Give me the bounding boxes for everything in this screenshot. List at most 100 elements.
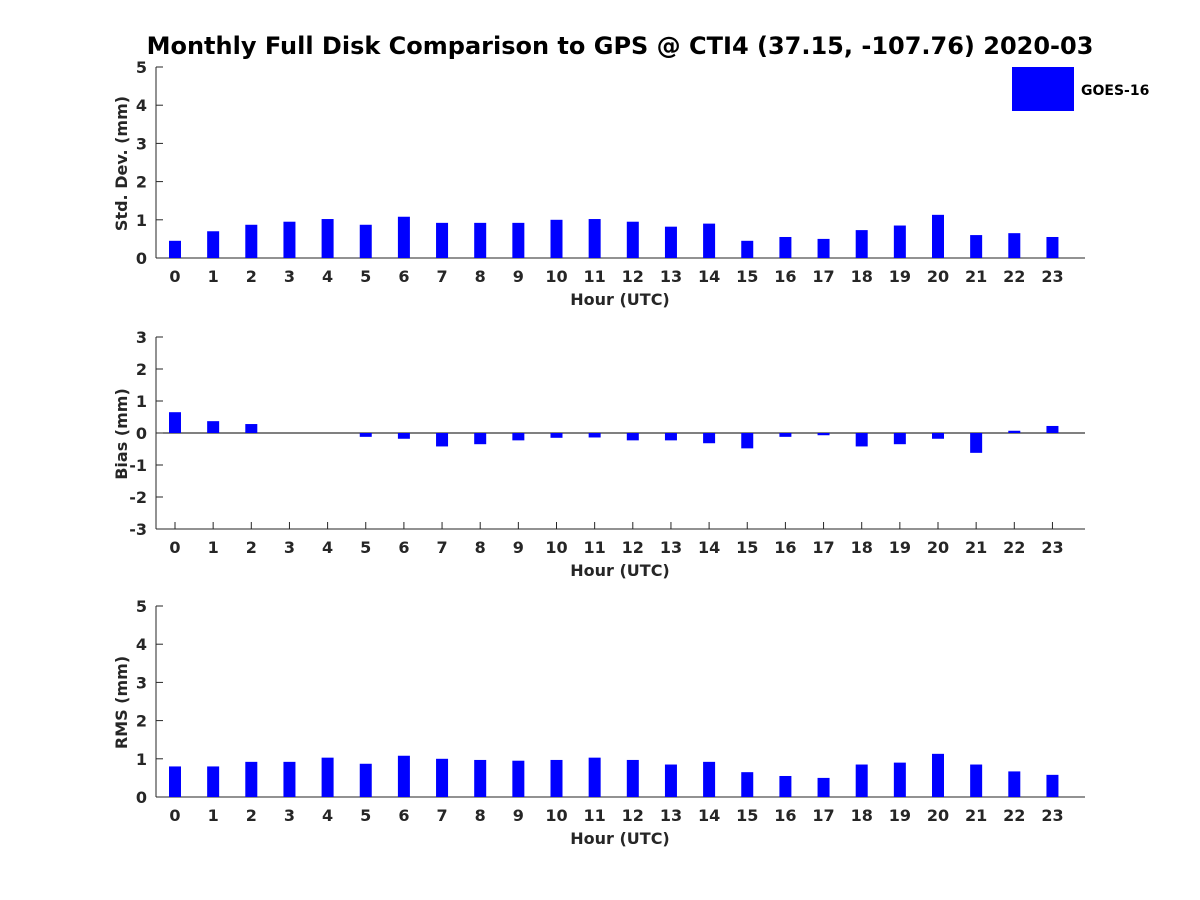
bar-hour-18 <box>855 433 868 447</box>
legend: GOES-16 <box>1012 67 1149 111</box>
x-tick-label: 2 <box>246 267 257 286</box>
x-tick-label: 20 <box>927 538 949 557</box>
x-tick-label: 12 <box>622 806 644 825</box>
y-tick-label: 3 <box>136 673 147 692</box>
bar-hour-7 <box>436 222 449 258</box>
x-tick-label: 13 <box>660 806 682 825</box>
x-tick-label: 21 <box>965 267 987 286</box>
x-tick-label: 22 <box>1003 267 1025 286</box>
bar-hour-20 <box>932 753 944 797</box>
bar-hour-17 <box>817 433 830 436</box>
x-tick-label: 11 <box>584 267 606 286</box>
y-tick-label: 1 <box>136 392 147 411</box>
x-tick-label: 15 <box>736 538 758 557</box>
y-tick-label: 0 <box>136 424 147 443</box>
bar-hour-1 <box>207 231 220 258</box>
x-tick-label: 13 <box>660 538 682 557</box>
bar-hour-21 <box>970 235 983 258</box>
bar-hour-6 <box>397 755 410 797</box>
x-tick-label: 0 <box>169 538 180 557</box>
bar-hour-15 <box>741 240 754 258</box>
x-tick-label: 16 <box>774 538 796 557</box>
bar-hour-4 <box>321 757 334 797</box>
x-axis-label: Hour (UTC) <box>570 561 670 580</box>
bar-hour-18 <box>855 764 868 797</box>
x-tick-label: 3 <box>284 806 295 825</box>
bar-hour-13 <box>664 433 677 441</box>
y-tick-label: 3 <box>136 134 147 153</box>
bar-hour-11 <box>588 757 601 797</box>
x-tick-label: 17 <box>812 538 834 557</box>
bar-hour-22 <box>1008 430 1021 433</box>
bar-hour-6 <box>397 216 410 258</box>
bar-hour-1 <box>207 766 220 797</box>
x-tick-label: 23 <box>1041 538 1063 557</box>
bar-hour-16 <box>779 236 792 258</box>
bar-hour-23 <box>1046 236 1059 258</box>
bar-hour-2 <box>245 224 258 258</box>
x-tick-label: 3 <box>284 267 295 286</box>
figure-title: Monthly Full Disk Comparison to GPS @ CT… <box>147 32 1094 60</box>
bar-hour-8 <box>474 222 487 258</box>
x-tick-label: 17 <box>812 806 834 825</box>
bar-hour-3 <box>283 761 296 797</box>
x-tick-label: 20 <box>927 267 949 286</box>
x-tick-label: 7 <box>436 538 447 557</box>
bar-hour-16 <box>779 433 792 437</box>
bar-hour-19 <box>893 225 906 258</box>
x-tick-label: 9 <box>513 267 524 286</box>
x-tick-label: 23 <box>1041 267 1063 286</box>
bar-hour-0 <box>169 412 181 433</box>
x-tick-label: 1 <box>208 267 219 286</box>
bar-hour-22 <box>1008 771 1021 797</box>
bar-hour-9 <box>512 433 525 441</box>
x-tick-label: 7 <box>436 806 447 825</box>
x-tick-label: 11 <box>584 538 606 557</box>
x-tick-label: 0 <box>169 806 180 825</box>
x-tick-label: 0 <box>169 267 180 286</box>
bar-hour-11 <box>588 219 601 258</box>
y-tick-label: 1 <box>136 211 147 230</box>
bar-hour-5 <box>359 433 372 437</box>
y-tick-label: 0 <box>136 788 147 807</box>
bar-hour-6 <box>397 433 410 439</box>
bar-hour-14 <box>703 223 716 258</box>
x-tick-label: 10 <box>545 538 567 557</box>
bar-hour-10 <box>550 433 563 438</box>
y-tick-label: 5 <box>136 597 147 616</box>
x-tick-label: 3 <box>284 538 295 557</box>
bar-hour-0 <box>169 766 181 797</box>
x-tick-label: 18 <box>851 806 873 825</box>
x-tick-label: 20 <box>927 806 949 825</box>
x-tick-label: 8 <box>475 267 486 286</box>
x-tick-label: 6 <box>398 267 409 286</box>
x-tick-label: 5 <box>360 806 371 825</box>
legend-label-goes16: GOES-16 <box>1081 83 1149 99</box>
bar-hour-17 <box>817 238 830 258</box>
x-tick-label: 16 <box>774 806 796 825</box>
bar-hour-7 <box>436 433 449 447</box>
x-tick-label: 1 <box>208 806 219 825</box>
bar-hour-19 <box>893 433 906 445</box>
x-tick-label: 8 <box>475 806 486 825</box>
y-tick-label: 1 <box>136 750 147 769</box>
bar-hour-12 <box>626 221 639 258</box>
bar-hour-18 <box>855 230 868 258</box>
bar-hour-21 <box>970 764 983 797</box>
bar-hour-23 <box>1046 425 1059 433</box>
y-tick-label: -1 <box>129 456 147 475</box>
bar-hour-9 <box>512 222 525 258</box>
x-tick-label: 12 <box>622 267 644 286</box>
bar-hour-2 <box>245 761 258 797</box>
bar-hour-5 <box>359 763 372 797</box>
bar-hour-3 <box>283 221 296 258</box>
x-tick-label: 13 <box>660 267 682 286</box>
bar-hour-14 <box>703 433 716 444</box>
y-axis-label: Bias (mm) <box>112 388 131 480</box>
bar-hour-20 <box>932 214 944 258</box>
y-tick-label: 2 <box>136 360 147 379</box>
bar-hour-10 <box>550 219 563 258</box>
y-tick-label: 3 <box>136 328 147 347</box>
